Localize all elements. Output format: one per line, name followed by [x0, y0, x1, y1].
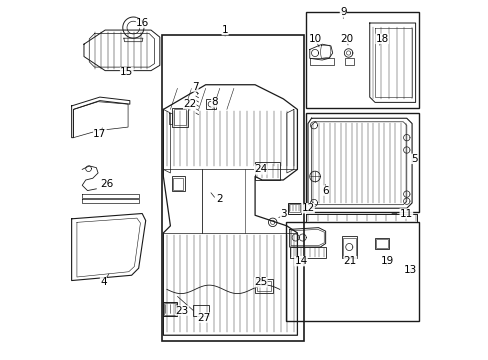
Bar [289, 247, 325, 258]
Text: 11: 11 [399, 208, 412, 219]
Text: 6: 6 [322, 186, 328, 195]
Text: 5: 5 [410, 154, 417, 164]
Text: 23: 23 [175, 306, 188, 315]
Text: 16: 16 [136, 18, 149, 28]
Text: 21: 21 [343, 256, 356, 266]
Bar [305, 113, 418, 212]
Bar [174, 109, 186, 125]
Bar [342, 238, 356, 257]
Text: 2: 2 [216, 194, 223, 204]
Text: 19: 19 [380, 256, 393, 266]
Bar [287, 203, 300, 213]
Text: 26: 26 [100, 179, 113, 189]
Bar [375, 239, 387, 248]
Bar [193, 305, 209, 316]
Text: 3: 3 [280, 208, 286, 219]
Text: 13: 13 [403, 265, 417, 275]
Text: 18: 18 [375, 34, 388, 44]
Text: 8: 8 [211, 98, 217, 107]
Bar [173, 177, 183, 189]
Text: 12: 12 [301, 203, 314, 213]
Bar [288, 204, 299, 212]
Text: 24: 24 [254, 165, 267, 174]
Text: 15: 15 [120, 67, 133, 77]
Bar [161, 35, 303, 341]
Text: 25: 25 [254, 277, 267, 287]
Text: 27: 27 [197, 312, 210, 323]
Bar [255, 279, 272, 293]
Bar [205, 99, 216, 109]
Text: 7: 7 [191, 81, 198, 91]
Bar [164, 303, 176, 315]
Bar [374, 238, 388, 249]
Bar [256, 280, 270, 291]
Text: 4: 4 [100, 277, 106, 287]
Text: 14: 14 [294, 256, 307, 266]
Bar [172, 176, 184, 190]
Text: 10: 10 [308, 34, 321, 44]
Text: 22: 22 [183, 99, 196, 109]
Bar [172, 108, 188, 127]
Bar [345, 58, 353, 65]
Bar [341, 237, 357, 258]
Text: 17: 17 [93, 129, 106, 139]
Bar [305, 12, 418, 108]
Text: 20: 20 [340, 34, 353, 44]
Bar [255, 162, 279, 180]
Text: 9: 9 [339, 8, 346, 17]
Bar [163, 302, 177, 316]
Bar [285, 222, 418, 321]
Text: 1: 1 [222, 25, 228, 35]
